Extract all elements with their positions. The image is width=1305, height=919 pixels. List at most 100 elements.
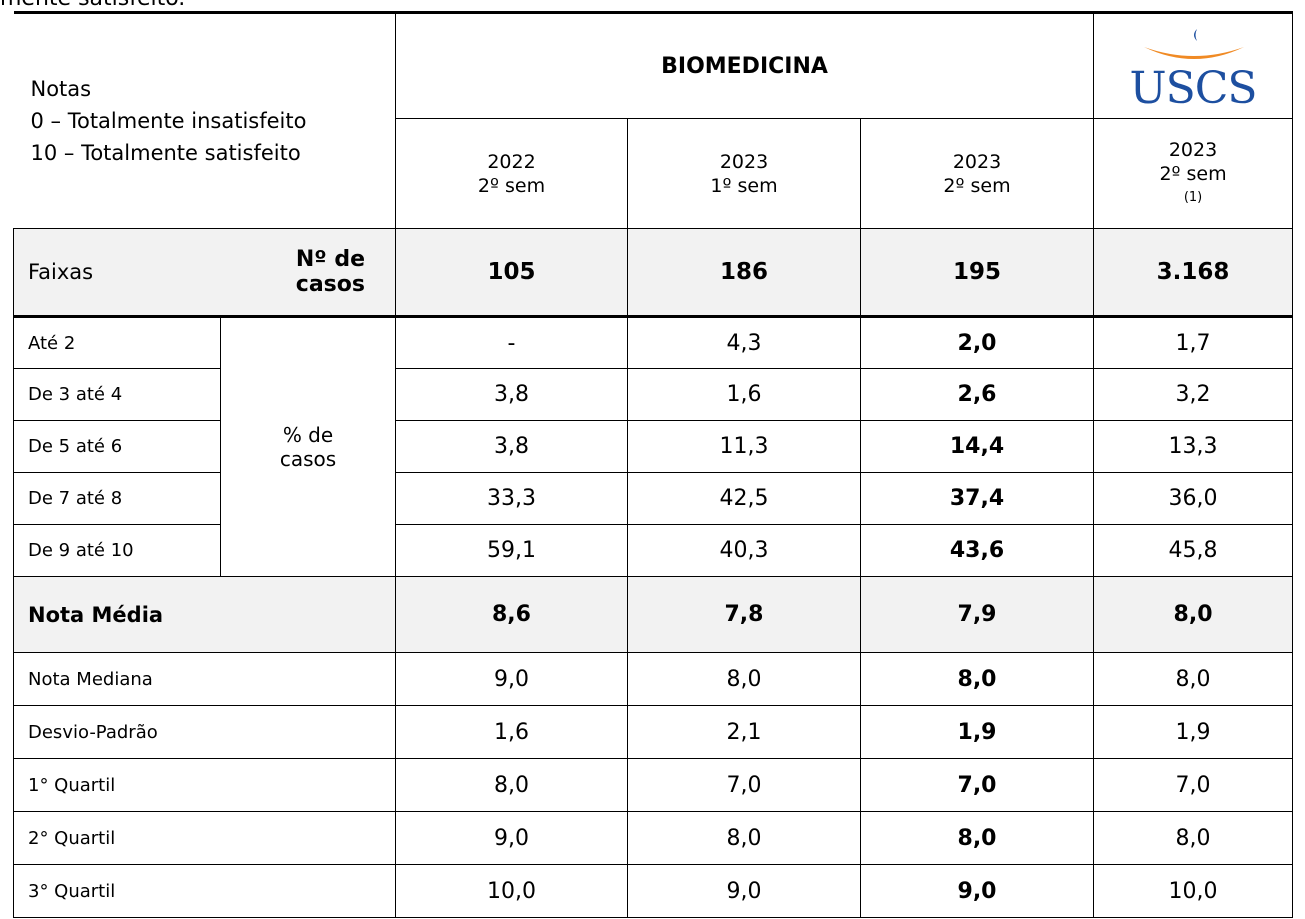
stat-value: 10,0 (1093, 864, 1294, 918)
stat-value: 7,9 (859, 576, 1095, 653)
logo-cell: USCS (1093, 11, 1294, 119)
band-value: 3,8 (395, 420, 628, 473)
period-year: 2023 (1168, 138, 1218, 161)
stat-label: 3° Quartil (13, 864, 396, 918)
stat-row: 2° Quartil 9,0 8,0 8,0 8,0 (13, 811, 1294, 865)
band-value: 4,3 (627, 315, 861, 369)
cases-row: Faixas Nº de casos 105 186 195 3.168 (13, 228, 1294, 317)
stat-value: 1,9 (859, 705, 1095, 759)
note-line: 0 – Totalmente insatisfeito (30, 109, 307, 133)
stat-value: 7,0 (627, 758, 861, 812)
period-year: 2022 (487, 150, 536, 173)
band-label: Até 2 (13, 315, 221, 369)
stat-value: 10,0 (395, 864, 628, 918)
band-label: De 7 até 8 (13, 472, 221, 525)
stat-value: 9,0 (395, 652, 628, 706)
header-row: Notas 0 – Totalmente insatisfeito 10 – Tot… (13, 11, 1294, 229)
stat-value: 9,0 (395, 811, 628, 865)
stat-value: 9,0 (627, 864, 861, 918)
stat-value: 8,0 (1093, 652, 1294, 706)
band-row: Até 2% de casos -4,3 2,0 1,7 (13, 315, 1294, 577)
period-note: (1) (1183, 189, 1203, 205)
band-value: 11,3 (627, 420, 861, 473)
stat-value: 8,0 (627, 652, 861, 706)
notes-cell: Notas 0 – Totalmente insatisfeito 10 – Tot… (13, 11, 396, 229)
period-sem: 2º sem (1159, 162, 1227, 185)
band-value: 13,3 (1093, 420, 1294, 473)
stat-value: 1,9 (1093, 705, 1294, 759)
band-value: 45,8 (1093, 524, 1294, 577)
band-label: De 5 até 6 (13, 420, 221, 473)
period-year: 2023 (952, 150, 1002, 173)
band-row: De 9 até 10 59,1 40,3 43,6 45,8 (13, 524, 1294, 577)
band-row: De 3 até 4 3,8 1,6 2,6 3,2 (13, 368, 1294, 421)
band-value: 37,4 (859, 472, 1095, 525)
stat-value: 8,0 (1093, 576, 1294, 653)
stat-value: 9,0 (859, 864, 1095, 918)
stat-label: Nota Mediana (13, 652, 396, 706)
logo-swoosh (1144, 46, 1245, 59)
cases-value: 3.168 (1093, 228, 1294, 317)
stat-row: 1° Quartil 8,0 7,0 7,0 7,0 (13, 758, 1294, 812)
stat-value: 7,8 (627, 576, 861, 653)
logo (1144, 28, 1245, 59)
period-row: 2022 2º sem 2023 1º sem 2023 2º sem 2023 2º sem… (14, 118, 1294, 229)
stat-value: 7,0 (859, 758, 1095, 812)
stat-row: Desvio-Padrão 1,6 2,1 1,9 1,9 (13, 705, 1294, 759)
stat-value: 2,1 (627, 705, 861, 759)
stat-value: 7,0 (1093, 758, 1294, 812)
note-line: 10 – Totalmente satisfeito (30, 141, 301, 165)
band-value: 43,6 (859, 524, 1095, 577)
cases-label: Faixas (13, 228, 221, 317)
stat-label: 2° Quartil (13, 811, 396, 865)
stat-value: 8,0 (395, 758, 628, 812)
stat-value: 8,0 (859, 811, 1095, 865)
cases-value: 186 (627, 228, 861, 317)
band-value: 3,2 (1093, 368, 1294, 421)
period-cell: 2023 2º sem (859, 118, 1095, 229)
band-value: 40,3 (627, 524, 861, 577)
band-label: De 9 até 10 (13, 524, 221, 577)
stat-value: 8,0 (859, 652, 1095, 706)
band-value: 2,6 (859, 368, 1095, 421)
period-sem: 1º sem (710, 174, 778, 197)
top-text: mente satisfeito. (0, 0, 185, 11)
band-value: 1,7 (1093, 315, 1294, 369)
period-year: 2023 (719, 150, 769, 173)
band-value: 2,0 (859, 315, 1095, 369)
logo-text: USCS (1129, 62, 1258, 114)
stat-row: Nota Mediana 9,0 8,0 8,0 8,0 (13, 652, 1294, 706)
cases-sublabel: Nº de casos (220, 228, 396, 317)
cases-value: 195 (859, 228, 1095, 317)
stat-value: 8,0 (1093, 811, 1294, 865)
period-cell: 2023 1º sem (627, 118, 861, 229)
band-value: 59,1 (395, 524, 628, 577)
band-value: 36,0 (1093, 472, 1294, 525)
band-value: - (395, 315, 628, 369)
note-line: Notas (30, 77, 92, 101)
stat-label: Desvio-Padrão (13, 705, 396, 759)
band-value: 33,3 (395, 472, 628, 525)
stat-value: 1,6 (395, 705, 628, 759)
logo-flame (1194, 28, 1198, 41)
band-value: 3,8 (395, 368, 628, 421)
stat-row: 3° Quartil 10,0 9,0 9,0 10,0 (13, 864, 1294, 918)
period-cell: 2022 2º sem (395, 118, 628, 229)
band-row: De 7 até 8 33,3 42,5 37,4 36,0 (13, 472, 1294, 525)
band-value: 1,6 (627, 368, 861, 421)
cases-value: 105 (395, 228, 628, 317)
band-group-label: % de casos (220, 315, 396, 577)
stat-row: Nota Média 8,6 7,8 7,9 8,0 (13, 576, 1294, 653)
band-value: 14,4 (859, 420, 1095, 473)
period-sem: 2º sem (477, 174, 546, 197)
stat-label: Nota Média (13, 576, 396, 653)
period-sem: 2º sem (943, 174, 1011, 197)
period-cell: 2023 2º sem (1) (1093, 118, 1294, 229)
stat-value: 8,6 (395, 576, 628, 653)
stat-value: 8,0 (627, 811, 861, 865)
band-label: De 3 até 4 (13, 368, 221, 421)
band-value: 42,5 (627, 472, 861, 525)
course-title: BIOMEDICINA (394, 11, 1095, 119)
stat-label: 1° Quartil (13, 758, 396, 812)
